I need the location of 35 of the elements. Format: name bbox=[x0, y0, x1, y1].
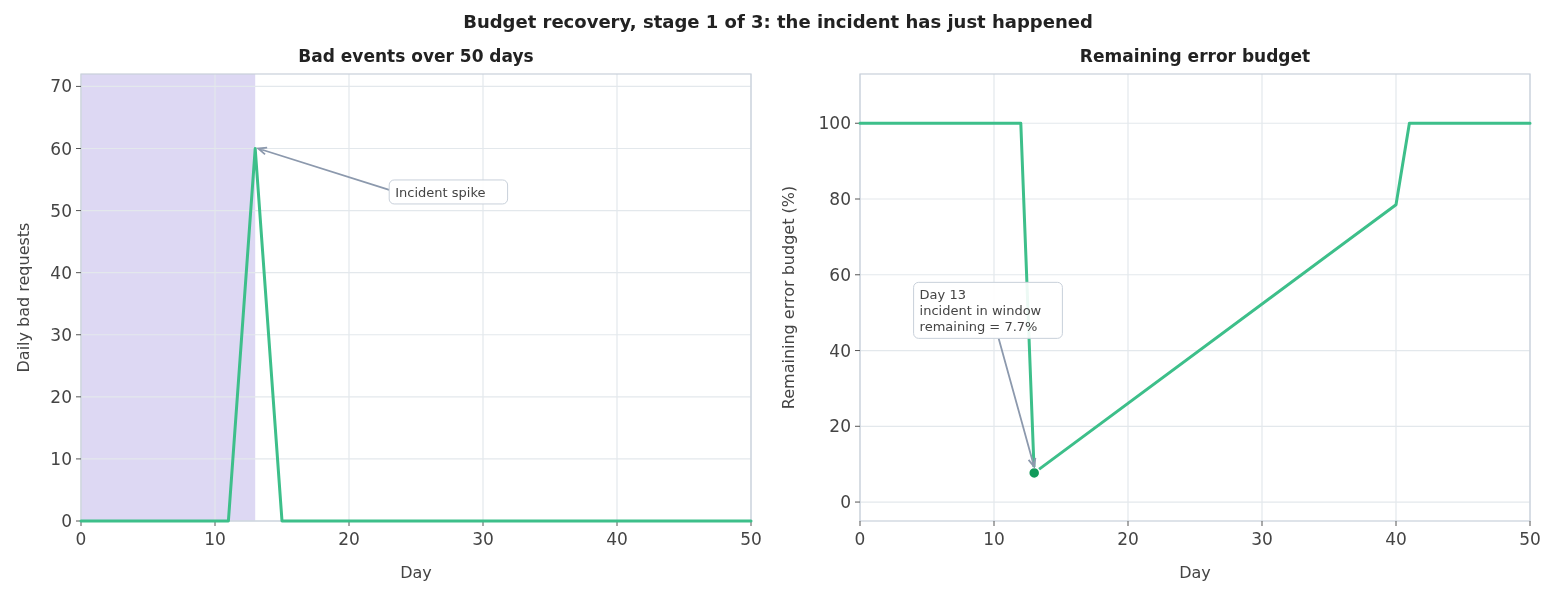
y-tick-label: 10 bbox=[50, 448, 72, 469]
x-tick-label: 10 bbox=[204, 529, 226, 549]
y-tick-label: 60 bbox=[50, 138, 72, 159]
x-tick-label: 30 bbox=[1251, 529, 1273, 549]
x-tick-label: 0 bbox=[75, 529, 87, 549]
x-axis-title: Day bbox=[400, 563, 432, 582]
y-tick-label: 50 bbox=[50, 200, 72, 221]
x-tick-label: 10 bbox=[983, 529, 1005, 549]
x-tick-label: 20 bbox=[338, 529, 360, 549]
annotation: Incident spike bbox=[395, 184, 486, 200]
y-tick-label: 0 bbox=[840, 492, 851, 513]
chart-title: Bad events over 50 days bbox=[298, 46, 534, 66]
x-tick-label: 0 bbox=[854, 529, 866, 549]
y-tick-label: 80 bbox=[829, 189, 851, 210]
y-tick-label: 60 bbox=[829, 264, 851, 285]
y-tick-label: 40 bbox=[829, 340, 851, 361]
y-tick-label: 40 bbox=[50, 262, 72, 283]
y-tick-label: 70 bbox=[50, 76, 72, 97]
y-axis-title: Daily bad requests bbox=[14, 222, 33, 373]
text: Budget recovery, stage 1 of 3: the incident has just happened bbox=[463, 11, 1093, 32]
x-tick-label: 50 bbox=[1519, 529, 1541, 549]
x-tick-label: 20 bbox=[1117, 529, 1139, 549]
x-tick-label: 50 bbox=[740, 529, 762, 549]
x-axis-title: Day bbox=[1179, 563, 1211, 582]
annotation: Day 13 incident in window remaining = 7.7% bbox=[919, 287, 1042, 335]
x-tick-label: 30 bbox=[472, 529, 494, 549]
chart-title: Remaining error budget bbox=[1079, 46, 1311, 66]
x-tick-label: 40 bbox=[1385, 529, 1407, 549]
y-tick-label: 0 bbox=[61, 511, 72, 531]
y-axis-title: Remaining error budget (%) bbox=[779, 185, 798, 410]
y-tick-label: 30 bbox=[50, 324, 72, 345]
y-tick-label: 20 bbox=[50, 386, 72, 407]
x-tick-label: 40 bbox=[606, 529, 628, 549]
y-tick-label: 20 bbox=[829, 416, 851, 437]
y-tick-label: 100 bbox=[818, 113, 851, 134]
